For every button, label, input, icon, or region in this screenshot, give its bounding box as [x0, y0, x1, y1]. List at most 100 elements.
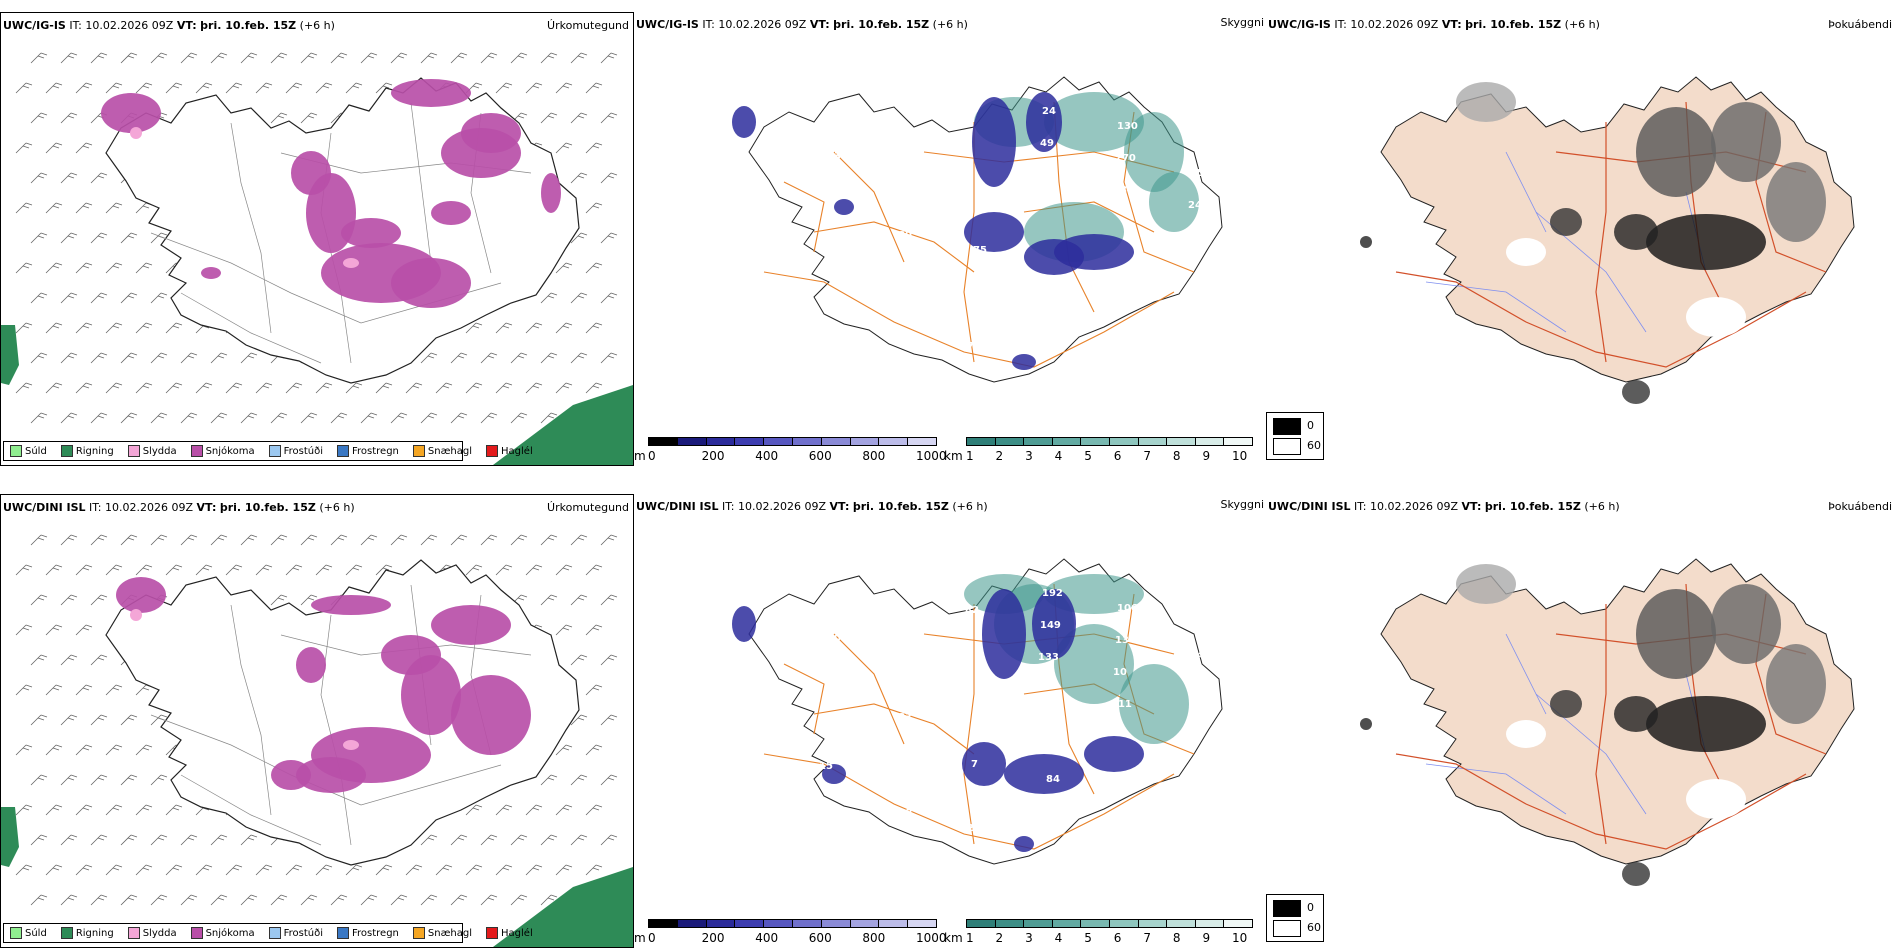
it-value: 10.02.2026 09Z [718, 18, 807, 31]
colorbar-unit: km [944, 449, 963, 463]
visibility-label: 14 [900, 680, 914, 691]
panel-title: Skyggni [1220, 498, 1264, 511]
fog-legend-swatch-0 [1273, 418, 1301, 435]
colorbar-segment [792, 919, 822, 928]
colorbar-segment [763, 919, 793, 928]
visibility-label: 83 [898, 712, 912, 723]
precip-legend-item: Snjókoma [190, 445, 255, 457]
precip-legend-swatch [10, 927, 22, 939]
visibility-label: 193 [969, 791, 990, 802]
colorbar-tick: 800 [862, 931, 886, 945]
colorbar-segment [994, 437, 1025, 446]
colorbar-unit: m [634, 449, 646, 463]
colorbar-segment [734, 919, 765, 928]
visibility-label: 10 [1113, 667, 1127, 678]
colorbar-segment [734, 437, 765, 446]
colorbar-segment [1166, 437, 1196, 446]
vt-label: VT: [1441, 18, 1462, 31]
panel-title: Þokuábendi [1828, 500, 1892, 513]
colorbar-tick: 0 [648, 931, 656, 945]
colorbar-segment [1166, 919, 1196, 928]
precip-legend-label: Frostregn [352, 927, 399, 939]
precip-legend-item: Haglél [486, 445, 533, 457]
vt-value: þri. 10.feb. 15Z [1484, 500, 1581, 513]
colorbar-segment [1137, 919, 1168, 928]
visibility-label: 266 [823, 697, 844, 708]
vt-label: VT: [829, 500, 850, 513]
vis-map-2: 73 10 14 85 84 41 60 14 83 7 107 106 84 266 86 193 192 13… [732, 558, 1223, 865]
colorbar-segment [1194, 437, 1225, 446]
visibility-label: 32 [821, 247, 835, 258]
colorbar-segment [676, 437, 707, 446]
it-value: 10.02.2026 09Z [1370, 500, 1459, 513]
colorbar-segment [1109, 437, 1139, 446]
colorbar-tick: 8 [1172, 931, 1181, 945]
colorbar-tick: 4 [1054, 449, 1063, 463]
colorbar-segment [648, 919, 678, 928]
precip-legend-swatch [190, 445, 203, 457]
model-name: UWC/IG-IS [636, 18, 699, 31]
precip-legend-label: Rigning [75, 927, 114, 939]
precip-panel-2: UWC/DINI ISL IT: 10.02.2026 09Z VT: þri.… [0, 494, 634, 948]
visibility-label: 13 [1115, 635, 1129, 646]
colorbar-tick: 400 [755, 449, 779, 463]
precip-legend: Súld Rigning Slydda Snjókoma Frostúði Frostre… [3, 441, 533, 461]
precip-legend-label: Snæhagl [427, 927, 473, 939]
it-value: 10.02.2026 09Z [105, 501, 194, 514]
fog-map-2 [1360, 558, 1855, 886]
sleet-area [343, 258, 359, 268]
visibility-label: 82 [965, 605, 979, 616]
precip-legend-label: Frostúði [283, 445, 323, 457]
colorbar-tick: 6 [1113, 931, 1122, 945]
precip-map-2 [1, 534, 633, 947]
model-name: UWC/DINI ISL [1268, 500, 1351, 513]
glacier-area [1506, 720, 1546, 748]
colorbar-segment [1223, 437, 1253, 446]
vis-panel-2: 73 10 14 85 84 41 60 14 83 7 107 106 84 266 86 193 192 13… [634, 494, 1268, 946]
visibility-label: 14 [825, 665, 839, 676]
colorbar-tick: 0 [648, 449, 656, 463]
vis-map-1: 124 83 94 75 11 34 820 91 80 128 12 130 75 305 96 96 24 2… [732, 76, 1223, 383]
visibility-label: 107 [1044, 806, 1065, 817]
rain-area [493, 867, 633, 947]
rain-area [1, 807, 19, 867]
visibility-label: 124 [754, 104, 775, 115]
model-name: UWC/IG-IS [3, 19, 66, 32]
visibility-label: 80 [898, 230, 912, 241]
colorbar-segment [966, 437, 996, 446]
offset: (+6 h) [299, 19, 335, 32]
vt-value: þri. 10.feb. 15Z [833, 18, 930, 31]
colorbar-segment [1023, 437, 1053, 446]
it-value: 10.02.2026 09Z [85, 19, 174, 32]
precip-legend-swatch [412, 445, 425, 457]
colorbar-tick: 1000 [916, 449, 947, 463]
colorbar-tick: 600 [808, 449, 832, 463]
visibility-label: 128 [971, 277, 992, 288]
visibility-label: 76 [967, 341, 981, 352]
colorbar-unit: m [634, 931, 646, 945]
colorbar-segment [1023, 919, 1053, 928]
model-name: UWC/DINI ISL [636, 500, 719, 513]
colorbar-segment [820, 919, 851, 928]
colorbar-tick: 1 [966, 931, 974, 945]
visibility-label: 41 [1119, 821, 1133, 832]
model-name: UWC/IG-IS [1268, 18, 1331, 31]
panel-header: UWC/IG-IS IT: 10.02.2026 09Z VT: þri. 10… [3, 19, 335, 32]
colorbar-segment [1194, 919, 1225, 928]
precip-legend-swatch [127, 927, 140, 939]
fog-legend-value-0: 0 [1307, 419, 1314, 432]
colorbar-tick: 1000 [916, 931, 947, 945]
colorbar-tick: 400 [755, 931, 779, 945]
visibility-labels: 73 10 14 85 84 41 60 14 83 7 107 106 84 266 86 193 192 13… [754, 586, 1209, 834]
visibility-label: 194 [894, 294, 915, 305]
precip-legend-label: Slydda [142, 445, 177, 457]
panel-header: UWC/DINI ISL IT: 10.02.2026 09Z VT: þri.… [636, 500, 988, 513]
colorbar-segment [1109, 919, 1139, 928]
colorbar-tick: 7 [1143, 449, 1151, 463]
fog-legend-swatch-60 [1273, 438, 1301, 455]
visibility-label: 73 [754, 586, 768, 597]
fog-legend-value-0: 0 [1307, 901, 1314, 914]
colorbar-segment [1080, 437, 1110, 446]
colorbar-tick: 3 [1025, 449, 1033, 463]
visibility-label: 96 [969, 309, 983, 320]
